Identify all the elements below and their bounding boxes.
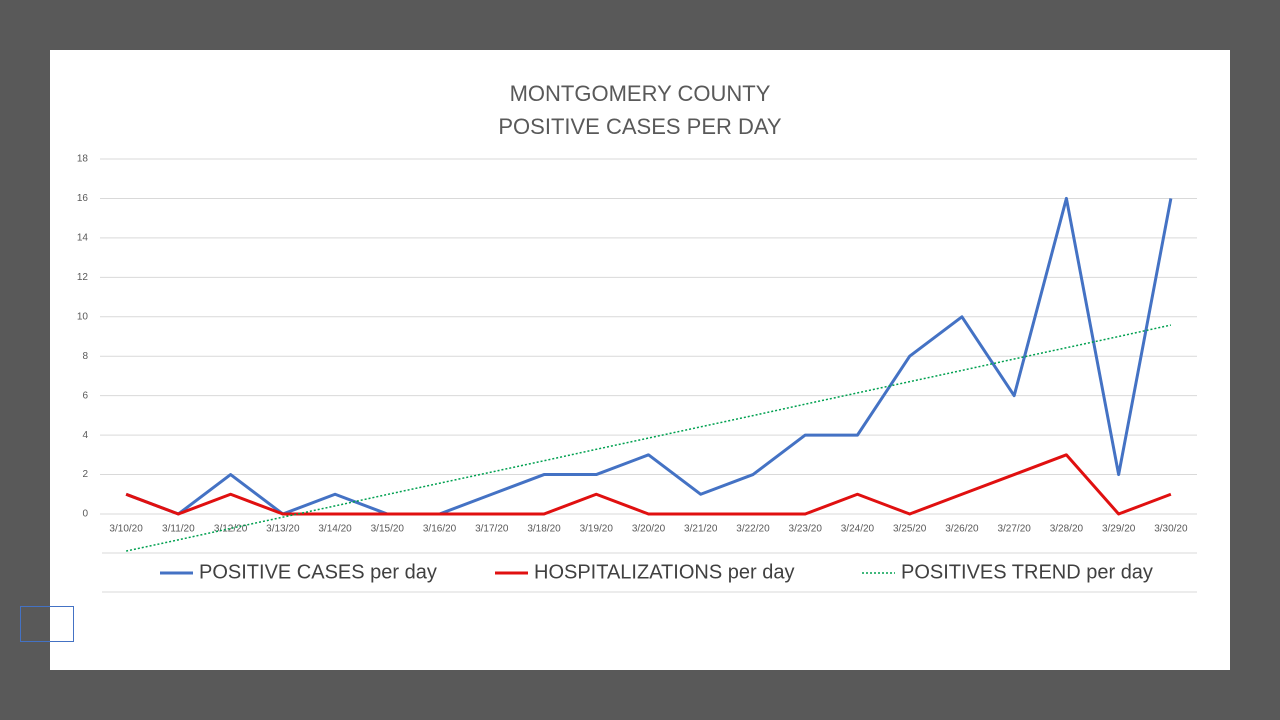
x-tick-label: 3/12/20 bbox=[214, 524, 248, 535]
x-tick-label: 3/19/20 bbox=[580, 524, 614, 535]
x-tick-label: 3/29/20 bbox=[1102, 524, 1136, 535]
x-tick-label: 3/30/20 bbox=[1154, 524, 1188, 535]
legend-label: POSITIVE CASES per day bbox=[199, 561, 437, 583]
x-tick-label: 3/17/20 bbox=[475, 524, 509, 535]
series-line bbox=[125, 453, 1172, 516]
x-tick-label: 3/13/20 bbox=[266, 524, 300, 535]
y-tick-label: 14 bbox=[77, 233, 89, 244]
x-tick-label: 3/25/20 bbox=[893, 524, 927, 535]
y-tick-label: 10 bbox=[77, 311, 89, 322]
x-tick-label: 3/21/20 bbox=[684, 524, 718, 535]
y-tick-label: 2 bbox=[82, 469, 88, 480]
x-tick-label: 3/16/20 bbox=[423, 524, 457, 535]
y-tick-label: 18 bbox=[77, 154, 89, 165]
x-tick-label: 3/14/20 bbox=[318, 524, 352, 535]
x-tick-label: 3/24/20 bbox=[841, 524, 875, 535]
y-tick-label: 6 bbox=[82, 390, 88, 401]
x-tick-label: 3/11/20 bbox=[162, 524, 195, 535]
x-tick-label: 3/23/20 bbox=[789, 524, 823, 535]
legend-label: POSITIVES TREND per day bbox=[901, 561, 1153, 583]
x-tick-label: 3/15/20 bbox=[371, 524, 405, 535]
x-tick-label: 3/10/20 bbox=[109, 524, 143, 535]
y-tick-label: 4 bbox=[82, 430, 88, 441]
x-tick-label: 3/27/20 bbox=[997, 524, 1031, 535]
chart-title: POSITIVE CASES PER DAY bbox=[498, 114, 782, 139]
y-tick-label: 16 bbox=[77, 193, 89, 204]
x-tick-label: 3/28/20 bbox=[1050, 524, 1084, 535]
x-tick-label: 3/22/20 bbox=[736, 524, 770, 535]
chart-title: MONTGOMERY COUNTY bbox=[510, 81, 771, 106]
y-tick-label: 0 bbox=[82, 509, 88, 520]
x-tick-label: 3/20/20 bbox=[632, 524, 666, 535]
x-tick-label: 3/26/20 bbox=[945, 524, 979, 535]
y-tick-label: 8 bbox=[82, 351, 88, 362]
placeholder-box bbox=[20, 606, 74, 642]
legend-label: HOSPITALIZATIONS per day bbox=[534, 561, 794, 583]
x-tick-label: 3/18/20 bbox=[527, 524, 561, 535]
slide bbox=[50, 50, 1230, 670]
series-line bbox=[125, 196, 1173, 516]
y-tick-label: 12 bbox=[77, 272, 89, 283]
